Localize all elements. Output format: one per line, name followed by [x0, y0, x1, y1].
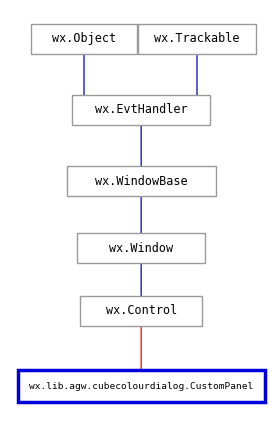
FancyBboxPatch shape	[31, 24, 137, 54]
Text: wx.Object: wx.Object	[52, 33, 116, 45]
Text: wx.Trackable: wx.Trackable	[154, 33, 240, 45]
FancyBboxPatch shape	[80, 297, 202, 326]
Text: wx.lib.agw.cubecolourdialog.CustomPanel: wx.lib.agw.cubecolourdialog.CustomPanel	[29, 382, 253, 390]
FancyBboxPatch shape	[77, 233, 205, 263]
Text: wx.EvtHandler: wx.EvtHandler	[95, 104, 188, 116]
FancyBboxPatch shape	[67, 166, 216, 196]
Text: wx.Control: wx.Control	[106, 305, 177, 318]
Text: wx.Window: wx.Window	[109, 242, 173, 255]
FancyBboxPatch shape	[72, 95, 210, 125]
FancyBboxPatch shape	[17, 370, 265, 402]
FancyBboxPatch shape	[138, 24, 255, 54]
Text: wx.WindowBase: wx.WindowBase	[95, 175, 188, 187]
